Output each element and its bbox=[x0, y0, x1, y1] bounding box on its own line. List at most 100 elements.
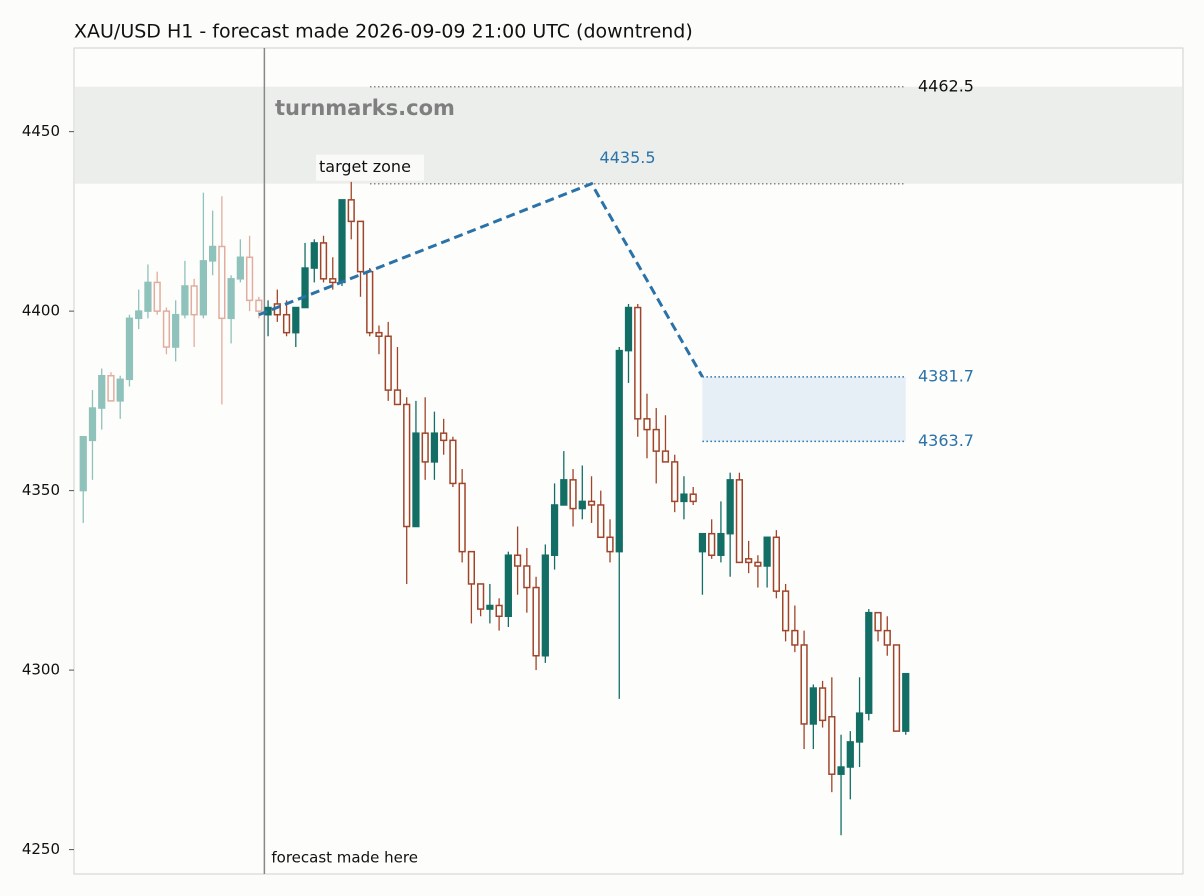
candle-body bbox=[356, 220, 365, 273]
candle-body bbox=[486, 604, 494, 610]
candle-body bbox=[477, 583, 485, 610]
candle-body bbox=[116, 378, 124, 402]
candle-body bbox=[726, 479, 734, 535]
candle-body bbox=[107, 374, 115, 402]
candle-body bbox=[902, 672, 910, 732]
candle-body bbox=[615, 349, 623, 553]
candle-body bbox=[745, 558, 753, 564]
candle-body bbox=[837, 766, 845, 775]
watermark: turnmarks.com bbox=[275, 96, 455, 120]
candle-body bbox=[135, 310, 143, 320]
candle-body bbox=[98, 374, 106, 409]
candle-body bbox=[818, 687, 827, 722]
plot-area bbox=[73, 47, 1184, 875]
candle-body bbox=[513, 554, 522, 567]
candle-body bbox=[209, 245, 217, 262]
candle-body bbox=[301, 267, 309, 309]
candle-body bbox=[560, 479, 568, 506]
candle-body bbox=[892, 644, 901, 732]
candle-body bbox=[199, 260, 207, 316]
candle-body bbox=[430, 432, 439, 463]
candle-body bbox=[227, 278, 235, 320]
y-tick-label: 4450 bbox=[22, 122, 60, 140]
forecast-marker-label: forecast made here bbox=[271, 849, 418, 867]
candle-body bbox=[319, 242, 328, 280]
candle-body bbox=[587, 500, 596, 506]
candle-body bbox=[412, 432, 420, 528]
candle-body bbox=[458, 482, 466, 553]
candle-body bbox=[403, 403, 411, 528]
candle-body bbox=[874, 611, 882, 632]
candle-body bbox=[421, 432, 429, 463]
candle-body bbox=[393, 389, 402, 406]
target-zone-label: target zone bbox=[319, 157, 411, 176]
range-low-label: 4363.7 bbox=[918, 431, 974, 450]
chart-title: XAU/USD H1 - forecast made 2026-09-09 21… bbox=[74, 21, 693, 43]
candle-body bbox=[532, 586, 540, 657]
target-high-label: 4462.5 bbox=[918, 76, 974, 95]
candle-body bbox=[661, 450, 670, 463]
candle-body bbox=[467, 550, 476, 585]
range-zone bbox=[702, 376, 906, 442]
candle-body bbox=[652, 428, 660, 452]
target-zone bbox=[75, 86, 1182, 184]
candle-body bbox=[79, 436, 87, 492]
candle-body bbox=[504, 554, 512, 618]
candle-body bbox=[597, 504, 605, 539]
candle-body bbox=[680, 493, 688, 503]
candle-body bbox=[292, 306, 300, 334]
candle-body bbox=[282, 313, 291, 334]
candle-body bbox=[643, 418, 651, 431]
candle-body bbox=[440, 432, 448, 442]
candle-body bbox=[236, 256, 244, 280]
candle-body bbox=[347, 199, 355, 223]
candle-body bbox=[88, 407, 97, 442]
candle-body bbox=[624, 306, 633, 352]
y-tick-label: 4400 bbox=[22, 302, 60, 320]
candle-body bbox=[523, 565, 531, 589]
candle-body bbox=[772, 536, 780, 592]
candle-body bbox=[144, 281, 152, 312]
candle-body bbox=[495, 604, 503, 618]
candle-body bbox=[162, 310, 171, 348]
target-label-bg bbox=[316, 154, 424, 181]
candle-body bbox=[735, 479, 744, 564]
candle-body bbox=[855, 712, 864, 743]
candle-body bbox=[310, 242, 318, 269]
candle-body bbox=[366, 270, 374, 334]
candle-body bbox=[689, 493, 697, 503]
candle-body bbox=[634, 306, 642, 420]
candle-body bbox=[541, 554, 549, 657]
candle-body bbox=[153, 281, 161, 312]
candle-body bbox=[791, 629, 799, 646]
candle-body bbox=[754, 561, 762, 567]
y-tick-label: 4300 bbox=[22, 661, 60, 679]
candle-body bbox=[449, 439, 457, 485]
candle-body bbox=[245, 256, 254, 302]
candle-body bbox=[809, 687, 817, 725]
candle-body bbox=[569, 479, 577, 510]
candle-body bbox=[338, 199, 346, 284]
candle-body bbox=[125, 317, 134, 381]
forecast-line bbox=[258, 181, 704, 378]
candle-body bbox=[384, 335, 392, 391]
candle-body bbox=[181, 285, 189, 316]
candle-body bbox=[218, 245, 226, 320]
candle-body bbox=[375, 331, 383, 338]
candle-body bbox=[329, 278, 337, 284]
forecast-peak-label: 4435.5 bbox=[600, 148, 656, 167]
candle-body bbox=[671, 461, 679, 503]
candle-body bbox=[883, 629, 891, 646]
y-tick-label: 4350 bbox=[22, 481, 60, 499]
candle-body bbox=[828, 716, 836, 775]
candle-body bbox=[800, 644, 808, 725]
candle-body bbox=[606, 536, 614, 553]
candle-body bbox=[763, 536, 771, 567]
candle-body bbox=[781, 590, 790, 632]
range-high-label: 4381.7 bbox=[918, 366, 974, 385]
candle-body bbox=[190, 285, 198, 316]
y-tick-label: 4250 bbox=[22, 840, 60, 858]
candle-body bbox=[578, 500, 586, 510]
candle-body bbox=[550, 504, 559, 556]
